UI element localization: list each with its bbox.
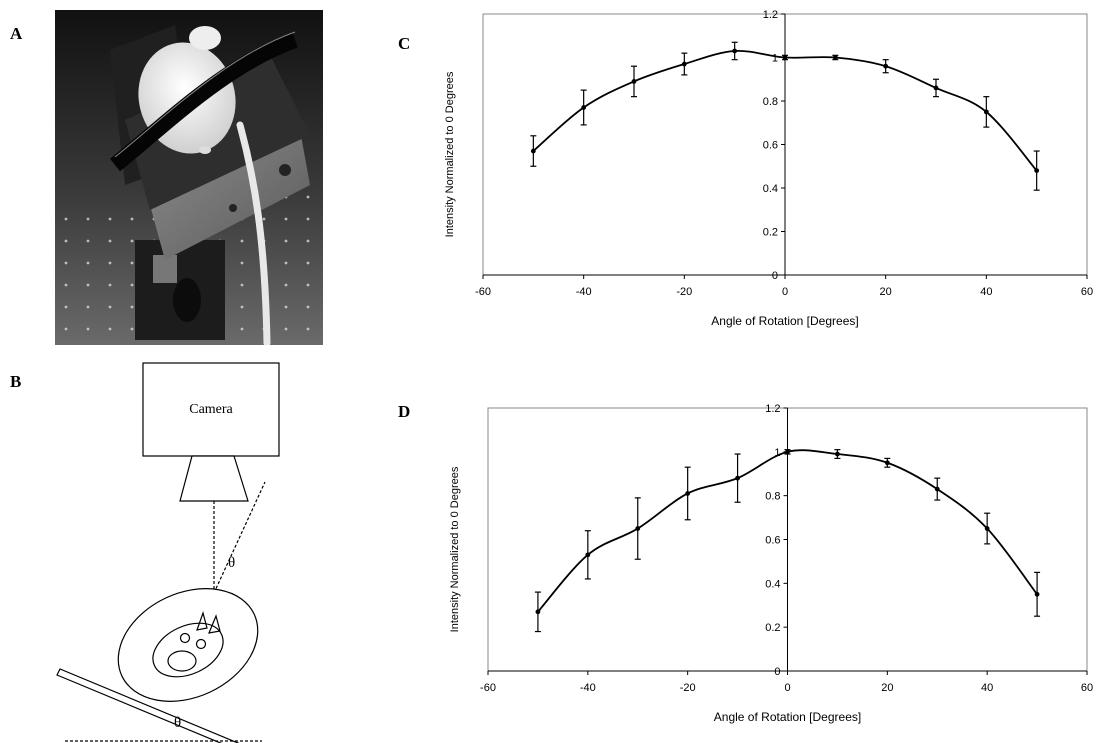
right-eye bbox=[195, 638, 207, 650]
mouse-head-outer bbox=[117, 588, 259, 702]
y-tick-label: 0.6 bbox=[765, 535, 780, 547]
y-axis-label: Intensity Normalized to 0 Degrees bbox=[444, 71, 456, 237]
left-eye bbox=[179, 632, 191, 644]
camera-box bbox=[142, 362, 280, 457]
x-tick-label: 60 bbox=[1081, 286, 1093, 298]
x-tick-label: 40 bbox=[981, 682, 993, 694]
data-point bbox=[884, 460, 890, 466]
camera-lens bbox=[179, 455, 249, 502]
data-point bbox=[631, 79, 637, 84]
y-axis-label: Intensity Normalized to 0 Degrees bbox=[449, 466, 461, 632]
x-tick-label: -20 bbox=[676, 286, 692, 298]
y-tick-label: 1 bbox=[774, 447, 780, 459]
data-point bbox=[984, 526, 990, 531]
data-point bbox=[685, 491, 691, 496]
x-axis-label: Angle of Rotation [Degrees] bbox=[714, 710, 861, 724]
data-point bbox=[581, 105, 587, 110]
y-tick-label: 1 bbox=[772, 53, 778, 65]
data-point bbox=[785, 449, 790, 455]
y-tick-label: 0.4 bbox=[763, 183, 778, 195]
data-point bbox=[883, 63, 889, 69]
panel-label-d: D bbox=[398, 402, 411, 421]
theta-lower-label: θ bbox=[174, 715, 181, 731]
data-point bbox=[735, 475, 740, 481]
data-point bbox=[934, 486, 940, 492]
data-point bbox=[835, 451, 840, 457]
data-point bbox=[832, 55, 838, 60]
angled-optical-axis bbox=[213, 481, 266, 594]
data-point bbox=[1034, 591, 1040, 597]
x-tick-label: 60 bbox=[1081, 682, 1093, 694]
y-tick-label: 0.2 bbox=[765, 622, 780, 634]
left-ear bbox=[196, 610, 208, 631]
data-point bbox=[585, 552, 591, 558]
x-tick-label: -60 bbox=[480, 682, 496, 694]
panel-label-b: B bbox=[10, 372, 22, 391]
x-axis-label: Angle of Rotation [Degrees] bbox=[711, 314, 858, 328]
data-point bbox=[983, 109, 989, 115]
panel-label-a: A bbox=[10, 24, 23, 43]
y-tick-label: 0.4 bbox=[765, 578, 780, 590]
data-point bbox=[1034, 168, 1040, 174]
x-tick-label: -60 bbox=[475, 286, 491, 298]
data-point bbox=[635, 526, 641, 531]
camera-rotation-schematic: Camera θ θ bbox=[56, 362, 280, 743]
x-tick-label: -20 bbox=[680, 682, 696, 694]
theta-upper-label: θ bbox=[228, 555, 235, 571]
data-point bbox=[681, 61, 687, 67]
chart-d: -60 -40 -20 0 20 40 60 0 0.2 0.4 0.6 0.8 1 1.2 Angle o… bbox=[449, 403, 1093, 724]
x-tick-label: 40 bbox=[980, 286, 992, 298]
y-tick-label: 0.8 bbox=[765, 491, 780, 503]
mouse-snout bbox=[167, 650, 197, 672]
x-tick-label: 0 bbox=[782, 286, 788, 298]
x-tick-label: -40 bbox=[576, 286, 592, 298]
y-tick-label: 0 bbox=[774, 666, 780, 678]
data-point bbox=[535, 609, 541, 615]
x-tick-label: 20 bbox=[881, 682, 893, 694]
tilted-stage-plate bbox=[56, 668, 240, 743]
x-tick-label: -40 bbox=[580, 682, 596, 694]
x-tick-label: 20 bbox=[880, 286, 892, 298]
camera-label: Camera bbox=[189, 402, 233, 417]
data-point bbox=[732, 48, 738, 54]
data-point bbox=[782, 55, 788, 60]
x-tick-label: 0 bbox=[784, 682, 790, 694]
mouse-stage-photo bbox=[55, 10, 323, 345]
y-tick-label: 0.6 bbox=[763, 140, 778, 152]
right-ear bbox=[208, 614, 221, 634]
data-point bbox=[530, 148, 536, 154]
mouse-head-inner bbox=[152, 622, 224, 678]
y-tick-label: 1.2 bbox=[763, 9, 778, 21]
y-tick-label: 0.2 bbox=[763, 227, 778, 239]
data-point bbox=[933, 85, 939, 91]
panel-label-c: C bbox=[398, 34, 411, 53]
y-tick-label: 0.8 bbox=[763, 96, 778, 108]
y-tick-label: 1.2 bbox=[765, 403, 780, 415]
chart-c: -60 -40 -20 0 20 40 60 0 0.2 0.4 0.6 0.8 1 1.2 Angle o… bbox=[444, 9, 1093, 328]
y-tick-label: 0 bbox=[772, 270, 778, 282]
